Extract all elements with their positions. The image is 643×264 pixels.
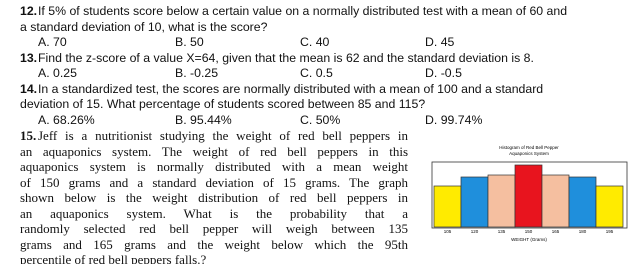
answer-option: A. 68.26% <box>38 112 95 127</box>
question-text: an aquaponics system. The weight of red … <box>20 143 408 159</box>
answer-option: D. 45 <box>425 35 455 49</box>
bar <box>433 185 462 228</box>
answer-option: B. 95.44% <box>175 112 232 127</box>
question-text: deviation of 15. What percentage of stud… <box>20 97 426 111</box>
bar <box>460 176 489 228</box>
x-tick-label: 150 <box>525 229 533 234</box>
question-number: 13. <box>20 50 38 65</box>
x-tick-label: 195 <box>606 229 614 234</box>
question-text: Jeff is a nutritionist studying the weig… <box>38 128 408 143</box>
x-axis-label: WEIGHT (Grams) <box>511 237 547 242</box>
answer-option: A. 70 <box>38 35 67 49</box>
answer-option: B. 50 <box>175 35 204 49</box>
question-text: If 5% of students score below a certain … <box>38 4 568 18</box>
plot-frame <box>431 161 628 229</box>
answer-option: B. -0.25 <box>175 66 219 80</box>
answer-option: C. 0.5 <box>300 66 333 80</box>
figure-title: Histogram of Red Bell Pepper <box>499 145 559 150</box>
question-text: grams and 165 grams and the weight below… <box>20 236 408 252</box>
bar <box>568 176 597 228</box>
x-tick-label: 180 <box>579 229 587 234</box>
bar <box>541 174 570 228</box>
question-text: a standard deviation of 10, what is the … <box>20 19 268 34</box>
answer-option: D. -0.5 <box>425 66 462 80</box>
answer-option: D. 99.74% <box>425 112 483 127</box>
x-tick-label: 105 <box>444 229 452 234</box>
question-number: 15. <box>20 128 37 143</box>
x-tick-label: 120 <box>471 229 479 234</box>
question-text: In a standardized test, the scores are n… <box>38 81 544 96</box>
bar <box>487 174 516 228</box>
answer-option: C. 40 <box>300 35 330 49</box>
question-text: an aquaponics system. What is the probab… <box>20 205 408 221</box>
question-text: randomly selected red bell pepper will w… <box>20 221 408 236</box>
question-text: aquaponics system is normally distribute… <box>20 159 408 174</box>
question-number: 12. <box>20 4 38 18</box>
question-text: shown below is the weight distribution o… <box>20 190 408 205</box>
x-tick-label: 135 <box>498 229 506 234</box>
bar <box>514 164 543 228</box>
answer-option: C. 50% <box>300 112 341 127</box>
bar <box>595 185 624 228</box>
answer-option: A. 0.25 <box>38 66 77 80</box>
question-text: Find the z-score of a value X=64, given … <box>38 50 534 65</box>
question-text: percentile of red bell peppers falls.? <box>20 252 207 264</box>
figure-title: Aquaponics System <box>509 151 549 156</box>
question-number: 14. <box>20 81 38 96</box>
question-text: of 150 grams and a standard deviation of… <box>20 174 408 190</box>
x-tick-label: 165 <box>552 229 560 234</box>
